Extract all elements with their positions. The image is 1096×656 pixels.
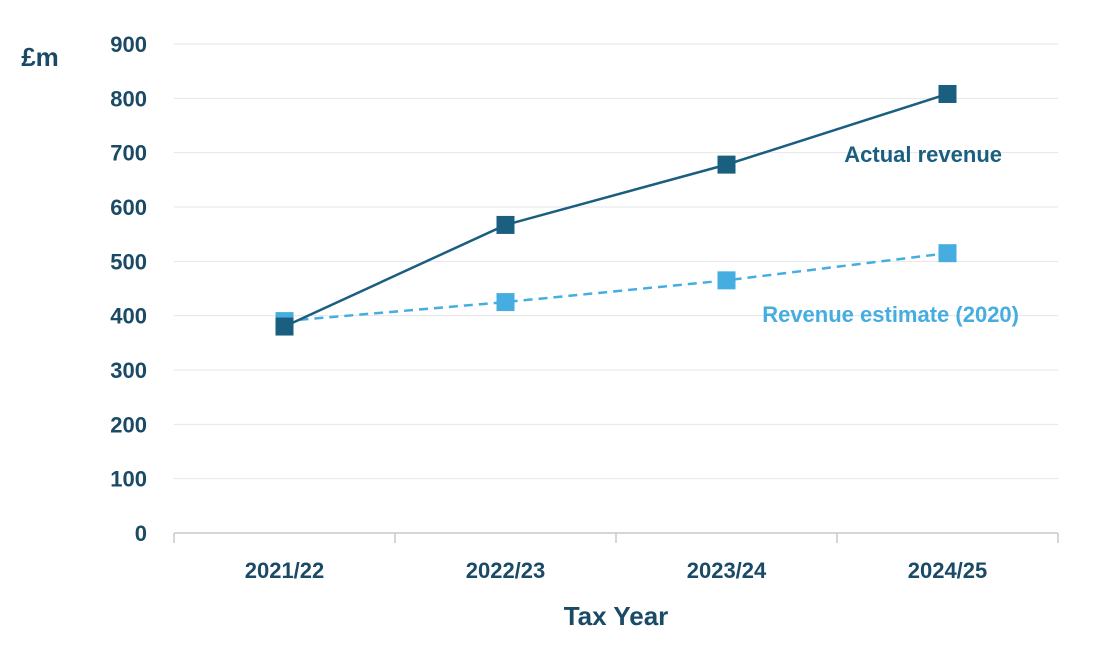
x-tick-label: 2022/23 xyxy=(466,558,546,583)
y-tick-label: 300 xyxy=(110,358,147,383)
x-tick-label: 2024/25 xyxy=(908,558,988,583)
series-group xyxy=(275,84,957,336)
x-tick-label: 2021/22 xyxy=(245,558,325,583)
y-tick-label: 200 xyxy=(110,412,147,437)
series-label-actual-revenue: Actual revenue xyxy=(844,142,1002,167)
y-tick-label: 700 xyxy=(110,141,147,166)
series-revenue-estimate xyxy=(275,244,957,331)
series-line xyxy=(283,92,948,328)
data-point xyxy=(717,155,736,174)
axes: 0 100 200 300 400 500 600 700 800 900 2021/22 2022/… xyxy=(110,32,1059,583)
y-tick-label: 800 xyxy=(110,86,147,111)
y-tick-label: 600 xyxy=(110,195,147,220)
labels: £m Tax Year Actual revenue Revenue estim… xyxy=(21,42,1019,631)
y-tick-label: 500 xyxy=(110,249,147,274)
data-point xyxy=(938,84,957,103)
series-label-revenue-estimate: Revenue estimate (2020) xyxy=(762,302,1019,327)
y-tick-label: 100 xyxy=(110,467,147,492)
data-point xyxy=(717,271,736,290)
y-tick-label: 400 xyxy=(110,304,147,329)
x-axis-label: Tax Year xyxy=(564,601,669,631)
data-point xyxy=(496,293,515,312)
y-tick-label: 0 xyxy=(135,521,147,546)
y-tick-label: 900 xyxy=(110,32,147,57)
x-tick-label: 2023/24 xyxy=(687,558,767,583)
data-point xyxy=(275,317,294,336)
data-point xyxy=(938,244,957,263)
series-actual-revenue xyxy=(275,84,957,336)
y-axis-label: £m xyxy=(21,42,59,72)
series-line xyxy=(284,251,948,323)
gridlines xyxy=(174,43,1058,480)
data-point xyxy=(496,215,515,234)
